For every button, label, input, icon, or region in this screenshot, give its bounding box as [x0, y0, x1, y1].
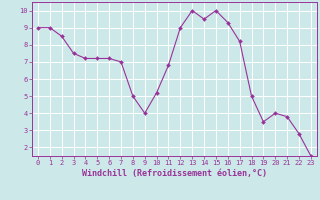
- X-axis label: Windchill (Refroidissement éolien,°C): Windchill (Refroidissement éolien,°C): [82, 169, 267, 178]
